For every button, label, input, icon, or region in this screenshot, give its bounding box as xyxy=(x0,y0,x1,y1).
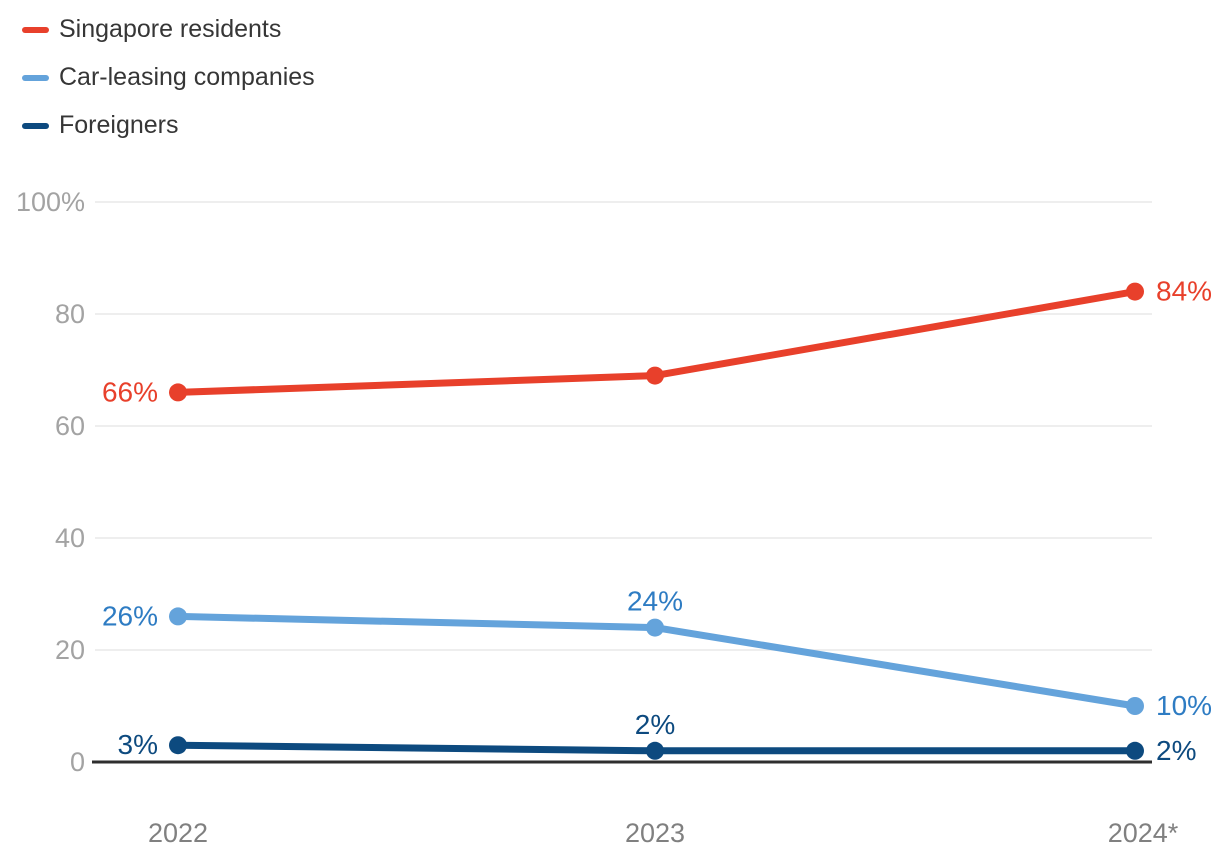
data-point-foreigners-2024* xyxy=(1126,741,1144,760)
legend-swatch-foreigners xyxy=(22,122,49,129)
x-tick-label-2023: 2023 xyxy=(625,818,685,848)
x-tick-label-2022: 2022 xyxy=(148,818,208,848)
data-point-label-car-leasing-companies-2024*: 10% xyxy=(1156,690,1212,721)
legend-label-foreigners: Foreigners xyxy=(59,111,179,139)
data-point-label-car-leasing-companies-2022: 26% xyxy=(102,600,158,631)
legend-item-singapore-residents: Singapore residents xyxy=(22,14,315,45)
legend-swatch-singapore-residents xyxy=(22,26,49,33)
data-point-singapore-residents-2023 xyxy=(646,366,664,385)
y-tick-label-100: 100% xyxy=(16,187,85,217)
legend-label-singapore-residents: Singapore residents xyxy=(59,15,282,43)
data-point-singapore-residents-2022 xyxy=(169,383,187,402)
data-point-label-foreigners-2022: 3% xyxy=(118,729,158,760)
legend-label-car-leasing-companies: Car-leasing companies xyxy=(59,63,315,91)
data-point-label-foreigners-2023: 2% xyxy=(635,709,675,740)
y-tick-label-0: 0 xyxy=(70,747,85,777)
data-point-label-foreigners-2024*: 2% xyxy=(1156,735,1196,766)
legend-swatch-car-leasing-companies xyxy=(22,74,49,81)
data-point-foreigners-2022 xyxy=(169,736,187,755)
data-point-singapore-residents-2024* xyxy=(1126,282,1144,301)
legend-item-foreigners: Foreigners xyxy=(22,110,315,141)
x-tick-label-2024*: 2024* xyxy=(1108,818,1179,848)
y-tick-label-20: 20 xyxy=(55,635,85,665)
data-point-car-leasing-companies-2023 xyxy=(646,618,664,637)
data-point-foreigners-2023 xyxy=(646,741,664,760)
y-tick-label-40: 40 xyxy=(55,523,85,553)
y-tick-label-60: 60 xyxy=(55,411,85,441)
legend-item-car-leasing-companies: Car-leasing companies xyxy=(22,62,315,93)
y-tick-label-80: 80 xyxy=(55,299,85,329)
data-point-label-singapore-residents-2024*: 84% xyxy=(1156,276,1212,307)
legend: Singapore residents Car-leasing companie… xyxy=(22,14,315,141)
data-point-label-singapore-residents-2022: 66% xyxy=(102,376,158,407)
data-point-car-leasing-companies-2024* xyxy=(1126,697,1144,715)
data-point-car-leasing-companies-2022 xyxy=(169,607,187,626)
data-point-label-car-leasing-companies-2023: 24% xyxy=(627,586,683,617)
